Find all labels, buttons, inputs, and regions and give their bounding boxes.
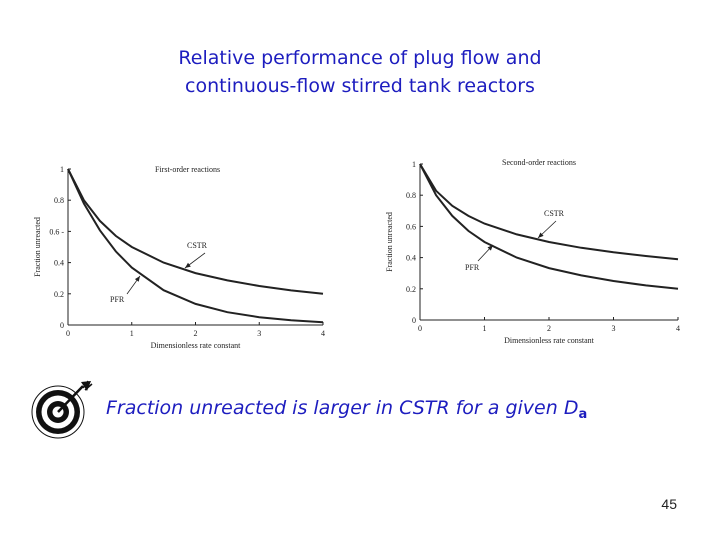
x-tick-label: 0 xyxy=(418,324,422,333)
y-tick-label: 0.8 xyxy=(406,191,416,200)
annotation-cstr: CSTR xyxy=(187,241,208,250)
y-tick-label: 0.4 xyxy=(406,254,416,263)
annotation-cstr: CSTR xyxy=(544,209,565,218)
caption-subscript: a xyxy=(578,407,588,422)
y-axis-label: Fraction unreacted xyxy=(33,217,42,277)
slide-title: Relative performance of plug flow and co… xyxy=(0,44,720,100)
slide-title-line-1: Relative performance of plug flow and xyxy=(178,47,542,69)
series-line-cstr xyxy=(419,163,679,261)
x-axis-label: Dimensionless rate constant xyxy=(151,341,242,350)
annotation-arrowhead xyxy=(185,262,191,268)
annotation-pfr: PFR xyxy=(465,263,480,272)
annotation-pfr: PFR xyxy=(110,295,125,304)
y-tick-label: 0 xyxy=(412,316,416,325)
second-order-chart: 0 1 2 3 4 0 0.2 0.4 0.6 0.8 1 Dimensionless rate co… xyxy=(385,158,680,345)
first-order-chart: 0 1 2 3 4 0 0.2 0.4 0.6 - 0.8 1 Dimensionless rate … xyxy=(33,165,325,350)
slide-caption: Fraction unreacted is larger in CSTR for… xyxy=(106,397,587,422)
y-tick-label: 0.4 xyxy=(54,259,64,268)
y-axis-label: Fraction unreacted xyxy=(385,212,394,272)
bullseye-target-arrow-icon xyxy=(31,380,93,439)
x-tick-label: 2 xyxy=(194,329,198,338)
caption-text: Fraction unreacted is larger in CSTR for… xyxy=(106,397,579,419)
x-tick-label: 3 xyxy=(257,329,261,338)
x-tick-label: 3 xyxy=(612,324,616,333)
page-number: 45 xyxy=(661,496,677,512)
y-tick-label: 0.6 - xyxy=(49,227,64,236)
series-line-pfr xyxy=(419,163,679,290)
y-tick-label: 0.2 xyxy=(54,290,64,299)
slide-title-line-2: continuous-flow stirred tank reactors xyxy=(185,75,535,97)
annotation-arrowhead xyxy=(487,245,493,251)
x-tick-label: 1 xyxy=(130,329,134,338)
x-tick-label: 2 xyxy=(547,324,551,333)
y-tick-label: 1 xyxy=(412,160,416,169)
y-tick-label: 1 xyxy=(60,165,64,174)
annotation-arrowhead xyxy=(134,276,140,282)
y-tick-label: 0 xyxy=(60,321,64,330)
x-tick-label: 1 xyxy=(483,324,487,333)
series-line-cstr xyxy=(67,168,324,295)
chart-title: First-order reactions xyxy=(155,165,220,174)
annotation-arrowhead xyxy=(538,232,544,238)
x-axis-label: Dimensionless rate constant xyxy=(504,336,595,345)
x-tick-label: 4 xyxy=(321,329,325,338)
chart-title: Second-order reactions xyxy=(502,158,576,167)
y-tick-label: 0.2 xyxy=(406,285,416,294)
x-tick-label: 4 xyxy=(676,324,680,333)
x-tick-label: 0 xyxy=(66,329,70,338)
y-tick-label: 0.8 xyxy=(54,196,64,205)
series-line-pfr xyxy=(67,168,324,324)
y-tick-label: 0.6 xyxy=(406,222,416,231)
